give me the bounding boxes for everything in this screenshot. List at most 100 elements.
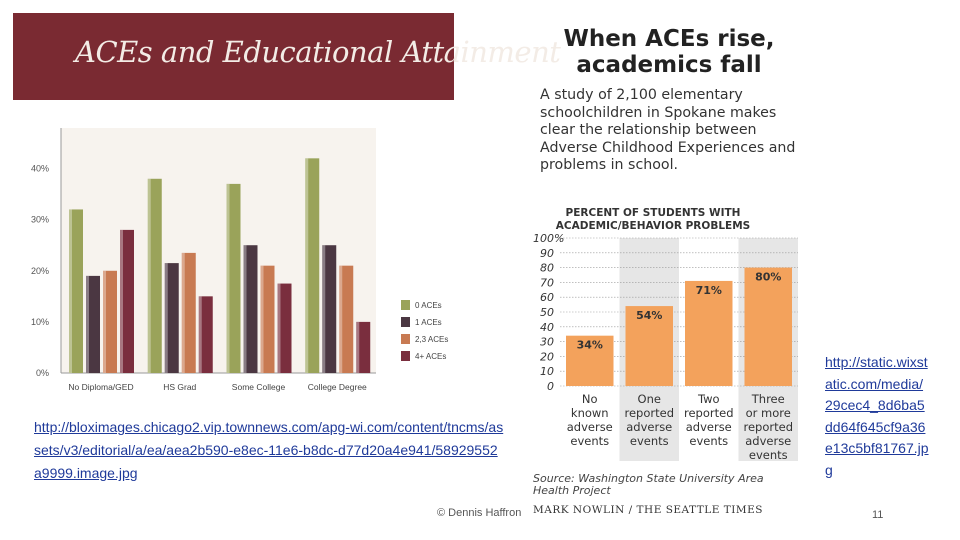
x-tick-label: events (689, 434, 728, 448)
x-tick-label: reported (744, 420, 794, 434)
bar-highlight (120, 229, 123, 373)
bar-highlight (356, 321, 360, 373)
y-tick-label: 40% (31, 164, 49, 174)
bar (86, 275, 100, 373)
data-label: 80% (755, 271, 781, 284)
bar (356, 321, 371, 373)
x-tick-label: HS Grad (163, 382, 196, 392)
legend-swatch (401, 317, 410, 327)
bar (226, 183, 241, 373)
bar (685, 280, 733, 386)
bar (164, 263, 179, 373)
academic-problems-chart: PERCENT OF STUDENTS WITHACADEMIC/BEHAVIO… (533, 207, 798, 497)
bar-highlight (243, 245, 247, 373)
y-tick-label: 60 (540, 291, 554, 304)
x-tick-label: No Diploma/GED (68, 382, 133, 392)
legend-swatch (401, 351, 410, 361)
bar-highlight (226, 183, 230, 373)
bar-highlight (339, 265, 343, 373)
y-tick-label: 0 (547, 380, 554, 393)
page-number: 11 (872, 509, 884, 521)
chart-title: PERCENT OF STUDENTS WITH (566, 207, 741, 219)
bar-highlight (181, 252, 185, 373)
x-tick-label: reported (684, 406, 734, 420)
y-tick-label: 20% (31, 266, 49, 276)
bar (243, 245, 258, 373)
chart-banner: ACEs and Educational Attainment (13, 13, 561, 100)
data-label: 71% (696, 284, 722, 297)
bar (566, 335, 614, 386)
x-tick-label: No (582, 392, 598, 406)
left-image-link[interactable]: http://bloximages.chicago2.vip.townnews.… (34, 419, 504, 481)
bar (69, 209, 83, 373)
x-tick-label: events (630, 434, 669, 448)
right-intro: A study of 2,100 elementary schoolchildr… (540, 87, 796, 173)
y-tick-label: 10 (540, 365, 554, 378)
bar (322, 245, 337, 373)
bar (277, 283, 292, 373)
bar (181, 252, 196, 373)
bar (198, 296, 213, 373)
legend-label: 2,3 ACEs (415, 335, 448, 344)
y-tick-label: 50 (540, 306, 554, 319)
legend-swatch (401, 334, 410, 344)
y-tick-label: 80 (540, 262, 554, 275)
y-tick-label: 30% (31, 215, 49, 225)
x-tick-label: events (749, 448, 788, 462)
bar-highlight (305, 158, 309, 373)
y-tick-label: 0% (36, 368, 49, 378)
source-text: Source: Washington State University Area (533, 472, 764, 485)
bar-highlight (198, 296, 202, 373)
right-heading: When ACEs rise, academics fall (563, 26, 775, 78)
bar (744, 267, 792, 386)
y-tick-label: 70 (540, 276, 554, 289)
legend-swatch (401, 300, 410, 310)
bar-highlight (86, 275, 89, 373)
x-tick-label: adverse (745, 434, 791, 448)
x-tick-label: adverse (626, 420, 672, 434)
x-tick-label: Some College (232, 382, 286, 392)
bar-highlight (260, 265, 264, 373)
x-tick-label: adverse (686, 420, 732, 434)
bar-highlight (103, 270, 106, 373)
x-tick-label: One (638, 392, 661, 406)
bar-highlight (69, 209, 72, 373)
y-tick-label: 40 (540, 321, 554, 334)
bar-highlight (147, 178, 151, 373)
bar (625, 306, 673, 386)
bar-highlight (277, 283, 281, 373)
y-tick-label: 20 (540, 350, 554, 363)
y-tick-label: 30 (540, 336, 554, 349)
y-tick-label: 100% (533, 232, 564, 245)
y-tick-label: 90 (540, 247, 554, 260)
data-label: 34% (577, 339, 603, 352)
legend-label: 0 ACEs (415, 301, 442, 310)
byline: MARK NOWLIN / THE SEATTLE TIMES (533, 504, 763, 516)
banner-title: ACEs and Educational Attainment (75, 35, 561, 69)
x-tick-label: reported (625, 406, 675, 420)
chart-title-line2: ACADEMIC/BEHAVIOR PROBLEMS (556, 220, 750, 232)
bar-highlight (322, 245, 326, 373)
x-tick-label: Three (751, 392, 785, 406)
right-image-link[interactable]: http://static.wixstatic.com/media/29cec4… (825, 354, 929, 478)
x-tick-label: known (571, 406, 609, 420)
legend-label: 1 ACEs (415, 318, 442, 327)
bar (120, 229, 134, 373)
x-tick-label: or more (746, 406, 791, 420)
data-label: 54% (636, 309, 662, 322)
x-tick-label: adverse (567, 420, 613, 434)
credit-text: © Dennis Haffron (437, 507, 522, 519)
y-tick-label: 10% (31, 317, 49, 327)
x-tick-label: Two (697, 392, 720, 406)
bar (103, 270, 117, 373)
aces-education-chart: 0% 10% 20% 30% 40% No Diploma/GED HS Grad Some … (31, 128, 448, 392)
legend-label: 4+ ACEs (415, 352, 446, 361)
source-text-line2: Health Project (533, 484, 611, 497)
bar (305, 158, 320, 373)
bar-highlight (164, 263, 168, 373)
bar (147, 178, 162, 373)
x-tick-label: events (570, 434, 609, 448)
bar (339, 265, 354, 373)
bar (260, 265, 275, 373)
x-tick-label: College Degree (308, 382, 367, 392)
